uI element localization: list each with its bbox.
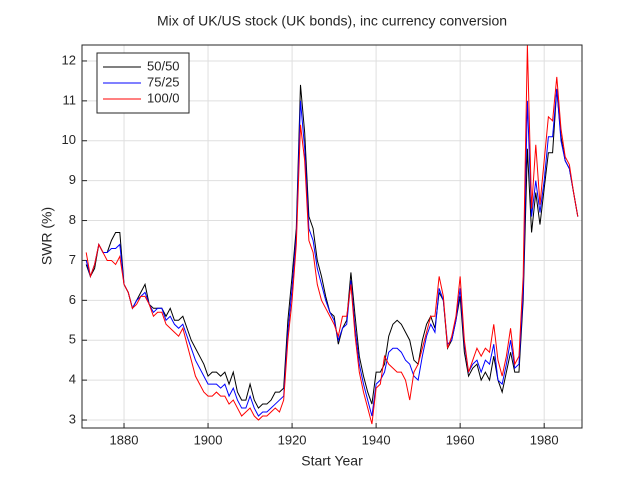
y-tick-label: 12 [62,52,76,67]
series-line [85,88,579,417]
y-tick-label: 4 [69,372,76,387]
y-tick-label: 3 [69,411,76,426]
series-line [85,44,579,425]
x-tick-label: 1960 [446,432,475,447]
x-tick-label: 1980 [530,432,559,447]
legend-label: 100/0 [147,90,180,105]
y-tick-label: 11 [63,92,77,107]
y-tick-label: 10 [62,132,76,147]
y-tick-label: 8 [69,212,76,227]
plot-frame [81,44,583,429]
series-line [85,84,579,409]
legend-label: 75/25 [147,74,180,89]
y-tick-label: 7 [69,252,76,267]
legend-label: 50/50 [147,58,180,73]
y-tick-label: 9 [69,172,76,187]
x-tick-label: 1880 [110,432,139,447]
x-tick-label: 1920 [278,432,307,447]
x-tick-label: 1900 [194,432,223,447]
y-tick-label: 5 [69,332,76,347]
x-axis-label: Start Year [301,453,363,469]
y-tick-label: 6 [69,292,76,307]
chart-title: Mix of UK/US stock (UK bonds), inc curre… [157,13,507,29]
x-tick-label: 1940 [362,432,391,447]
y-axis-label: SWR (%) [39,207,55,265]
